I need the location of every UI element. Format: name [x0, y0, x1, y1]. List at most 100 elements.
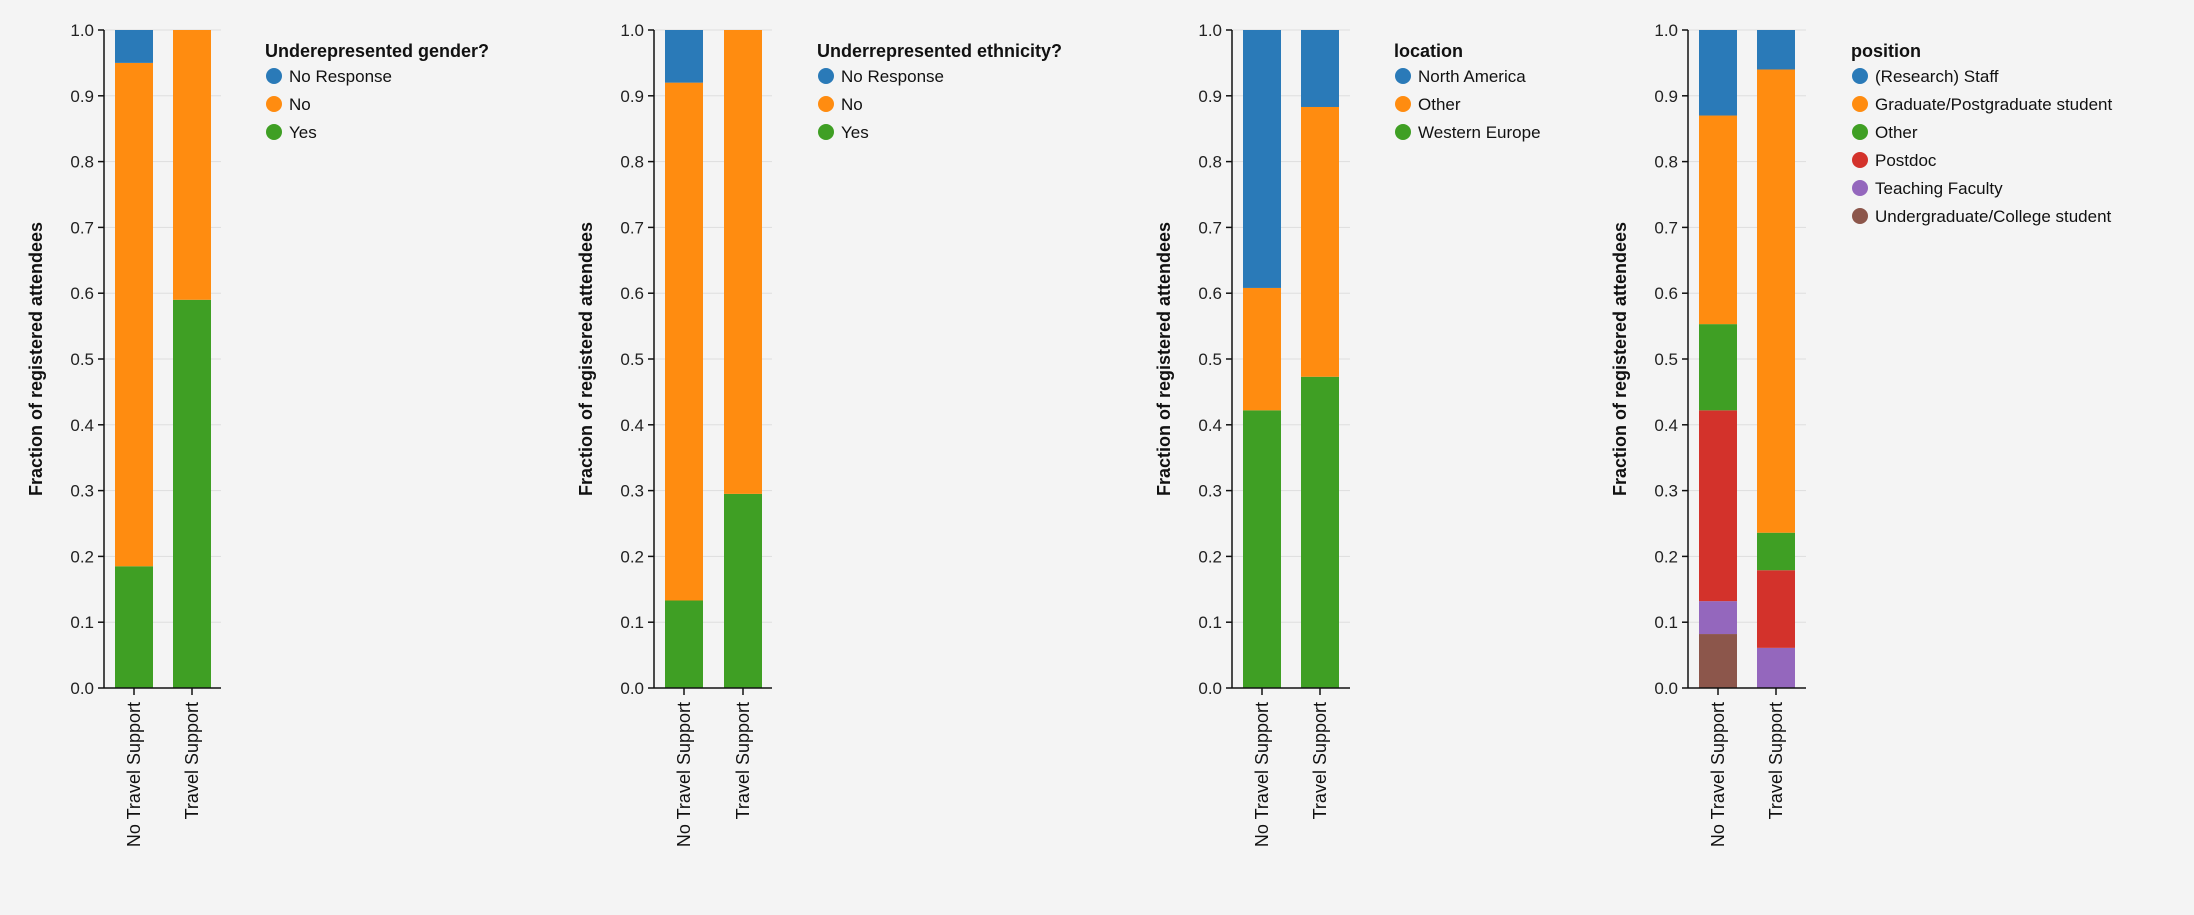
x-tick-label: Travel Support [182, 702, 202, 819]
legend-title: Underrepresented ethnicity? [817, 41, 1062, 61]
legend-label: No [289, 95, 311, 114]
bar-segment [665, 82, 703, 601]
y-tick-label: 0.0 [620, 679, 644, 698]
y-tick-label: 0.1 [70, 613, 94, 632]
bar-segment [1699, 115, 1737, 325]
y-tick-label: 0.7 [1654, 218, 1678, 237]
y-tick-label: 1.0 [620, 21, 644, 40]
x-tick-label: No Travel Support [124, 702, 144, 847]
x-tick-label: No Travel Support [674, 702, 694, 847]
legend-swatch [1395, 96, 1411, 112]
legend: Underepresented gender? No Response No Yes [265, 41, 489, 142]
legend-swatch [1852, 208, 1868, 224]
bar-segment [724, 493, 762, 688]
legend-title: position [1851, 41, 1921, 61]
y-tick-label: 0.8 [1654, 153, 1678, 172]
legend-swatch [1852, 124, 1868, 140]
legend-swatch [1852, 68, 1868, 84]
bar-segment [1757, 532, 1795, 571]
y-axis-title: Fraction of registered attendees [26, 222, 46, 496]
y-tick-label: 0.9 [70, 87, 94, 106]
legend-swatch [266, 124, 282, 140]
y-tick-label: 0.3 [1198, 482, 1222, 501]
bar-segment [1699, 634, 1737, 688]
y-tick-label: 0.7 [70, 218, 94, 237]
y-tick-label: 0.6 [620, 284, 644, 303]
bar-segment [115, 30, 153, 63]
y-tick-label: 1.0 [1654, 21, 1678, 40]
x-tick-label: Travel Support [1766, 702, 1786, 819]
legend-label: Undergraduate/College student [1875, 207, 2112, 226]
y-tick-label: 0.9 [620, 87, 644, 106]
legend-label: No Response [289, 67, 392, 86]
bar-segment [115, 62, 153, 567]
y-tick-label: 0.2 [620, 547, 644, 566]
y-tick-label: 0.6 [1198, 284, 1222, 303]
bar-segment [665, 30, 703, 83]
legend-label: Other [1418, 95, 1461, 114]
bar-segment [1243, 410, 1281, 688]
legend: Underrepresented ethnicity? No Response No… [817, 41, 1062, 142]
y-tick-label: 0.5 [1654, 350, 1678, 369]
y-tick-label: 0.2 [1654, 547, 1678, 566]
y-tick-label: 0.8 [70, 153, 94, 172]
legend-label: Other [1875, 123, 1918, 142]
legend-label: Yes [289, 123, 317, 142]
chart-panel-1: 0.0 0.1 0.2 0.3 0.4 0.5 0.6 0.7 0.8 0.9 1.0 No Trav… [26, 21, 489, 847]
y-tick-label: 0.9 [1654, 87, 1678, 106]
legend-swatch [1852, 96, 1868, 112]
legend-label: Western Europe [1418, 123, 1541, 142]
bar-segment [1699, 410, 1737, 602]
legend-swatch [1395, 68, 1411, 84]
legend-swatch [818, 68, 834, 84]
legend-title: Underepresented gender? [265, 41, 489, 61]
legend-label: Yes [841, 123, 869, 142]
legend-label: Graduate/Postgraduate student [1875, 95, 2112, 114]
y-axis-title: Fraction of registered attendees [1610, 222, 1630, 496]
bar-segment [1243, 287, 1281, 411]
bar-segment [1301, 106, 1339, 377]
y-tick-label: 0.0 [1198, 679, 1222, 698]
bar-segment [1757, 570, 1795, 648]
y-tick-label: 0.4 [1198, 416, 1222, 435]
y-tick-label: 0.7 [620, 218, 644, 237]
y-axis-title: Fraction of registered attendees [1154, 222, 1174, 496]
legend-label: Postdoc [1875, 151, 1937, 170]
y-tick-label: 0.4 [620, 416, 644, 435]
bar-segment [1699, 601, 1737, 635]
bar-segment [1301, 376, 1339, 688]
bar-segment [1757, 30, 1795, 70]
bar-segment [1699, 30, 1737, 116]
y-axis-title: Fraction of registered attendees [576, 222, 596, 496]
y-tick-label: 0.0 [70, 679, 94, 698]
y-tick-label: 0.2 [70, 547, 94, 566]
bar-segment [115, 566, 153, 688]
y-tick-label: 0.0 [1654, 679, 1678, 698]
legend-label: North America [1418, 67, 1526, 86]
legend-label: No [841, 95, 863, 114]
legend-swatch [266, 68, 282, 84]
y-tick-label: 0.7 [1198, 218, 1222, 237]
legend-swatch [1852, 180, 1868, 196]
legend-label: No Response [841, 67, 944, 86]
y-tick-label: 0.1 [1198, 613, 1222, 632]
y-tick-label: 1.0 [1198, 21, 1222, 40]
x-tick-label: Travel Support [733, 702, 753, 819]
y-tick-label: 0.8 [1198, 153, 1222, 172]
y-tick-label: 0.5 [1198, 350, 1222, 369]
bar-segment [1699, 324, 1737, 411]
y-tick-label: 1.0 [70, 21, 94, 40]
legend-swatch [1852, 152, 1868, 168]
chart-panel-2: 0.0 0.1 0.2 0.3 0.4 0.5 0.6 0.7 0.8 0.9 1.0 No Trav… [576, 21, 1062, 847]
y-tick-label: 0.2 [1198, 547, 1222, 566]
y-tick-label: 0.3 [1654, 482, 1678, 501]
y-tick-label: 0.5 [70, 350, 94, 369]
y-tick-label: 0.5 [620, 350, 644, 369]
legend-title: location [1394, 41, 1463, 61]
bar-segment [1243, 30, 1281, 288]
y-tick-label: 0.3 [620, 482, 644, 501]
legend-label: Teaching Faculty [1875, 179, 2003, 198]
y-tick-label: 0.4 [1654, 416, 1678, 435]
bar-segment [1757, 647, 1795, 688]
